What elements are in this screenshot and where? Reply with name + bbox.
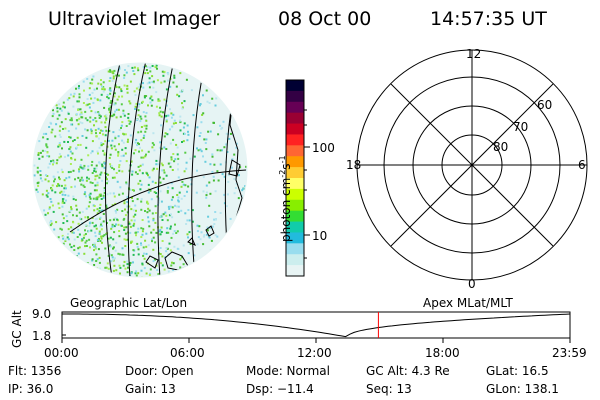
altitude-tick-bottom: 1.8	[32, 329, 52, 343]
sequence-value: Seq: 13	[366, 382, 412, 396]
polar-mlt-12-label: 12	[466, 47, 482, 61]
time-tick-1200: 12:00	[297, 346, 332, 360]
color-bar-cell	[286, 134, 304, 146]
instrument-title: Ultraviolet Imager	[48, 8, 221, 30]
color-bar-cell	[286, 243, 304, 255]
gain-value: Gain: 13	[125, 382, 176, 396]
color-bar	[286, 80, 304, 277]
door-status: Door: Open	[125, 364, 194, 378]
polar-mlt-6-label: 6	[578, 158, 586, 172]
ip-value: IP: 36.0	[8, 382, 54, 396]
polar-lat-80-label: 80	[493, 140, 509, 154]
colorbar-tick-100: 100	[312, 141, 335, 155]
color-bar-cell	[286, 254, 304, 266]
color-bar-cell	[286, 232, 304, 244]
color-bar-cell	[286, 210, 304, 223]
time-tick-1800: 18:00	[425, 346, 460, 360]
color-bar-cell	[286, 123, 304, 135]
colorbar-tick-10: 10	[312, 229, 328, 243]
color-bar-cell	[286, 90, 304, 103]
dsp-value: Dsp: −11.4	[246, 382, 314, 396]
uv-image-disk	[32, 62, 248, 278]
altitude-axis-label: GC Alt	[10, 310, 24, 348]
color-bar-cell	[286, 221, 304, 233]
gc-alt-value: GC Alt: 4.3 Re	[366, 364, 450, 378]
color-bar-ticks	[304, 109, 310, 259]
polar-lat-60-label: 60	[537, 98, 553, 112]
color-bar-cell	[286, 101, 304, 114]
color-bar-frame	[285, 79, 305, 277]
color-bar-cell	[286, 145, 304, 157]
polar-mlt-18-label: 18	[346, 158, 362, 172]
date-label: 08 Oct 00	[278, 8, 372, 30]
time-tick-0000: 00:00	[44, 346, 79, 360]
color-bar-cell	[286, 156, 304, 168]
altitude-plot-frame	[61, 311, 571, 339]
mode-value: Mode: Normal	[246, 364, 330, 378]
time-label: 14:57:35 UT	[430, 8, 547, 30]
polar-lat-70-label: 70	[513, 120, 529, 134]
color-bar-cell	[286, 188, 304, 201]
altitude-tick-top: 9.0	[32, 307, 52, 321]
polar-mlt-0-label: 0	[468, 277, 476, 291]
color-bar-cell	[286, 199, 304, 212]
uv-emission-speckles	[33, 64, 247, 277]
geographic-grid	[69, 63, 247, 277]
geographic-frame-label: Geographic Lat/Lon	[70, 296, 188, 310]
altitude-curve	[62, 313, 571, 338]
polar-grid	[356, 49, 588, 281]
colorbar-unit-label: photon cm-2s-1	[278, 155, 293, 242]
color-bar-cell	[286, 265, 304, 277]
color-bar-cell	[286, 80, 304, 92]
flight-number: Flt: 1356	[8, 364, 62, 378]
color-bar-cell	[286, 167, 304, 179]
color-bar-cell	[286, 178, 304, 190]
time-tick-2359: 23:59	[552, 346, 587, 360]
geo-lat-value: GLat: 16.5	[486, 364, 549, 378]
color-bar-cell	[286, 112, 304, 125]
geo-lon-value: GLon: 138.1	[486, 382, 559, 396]
apex-frame-label: Apex MLat/MLT	[423, 296, 513, 310]
time-tick-0600: 06:00	[170, 346, 205, 360]
